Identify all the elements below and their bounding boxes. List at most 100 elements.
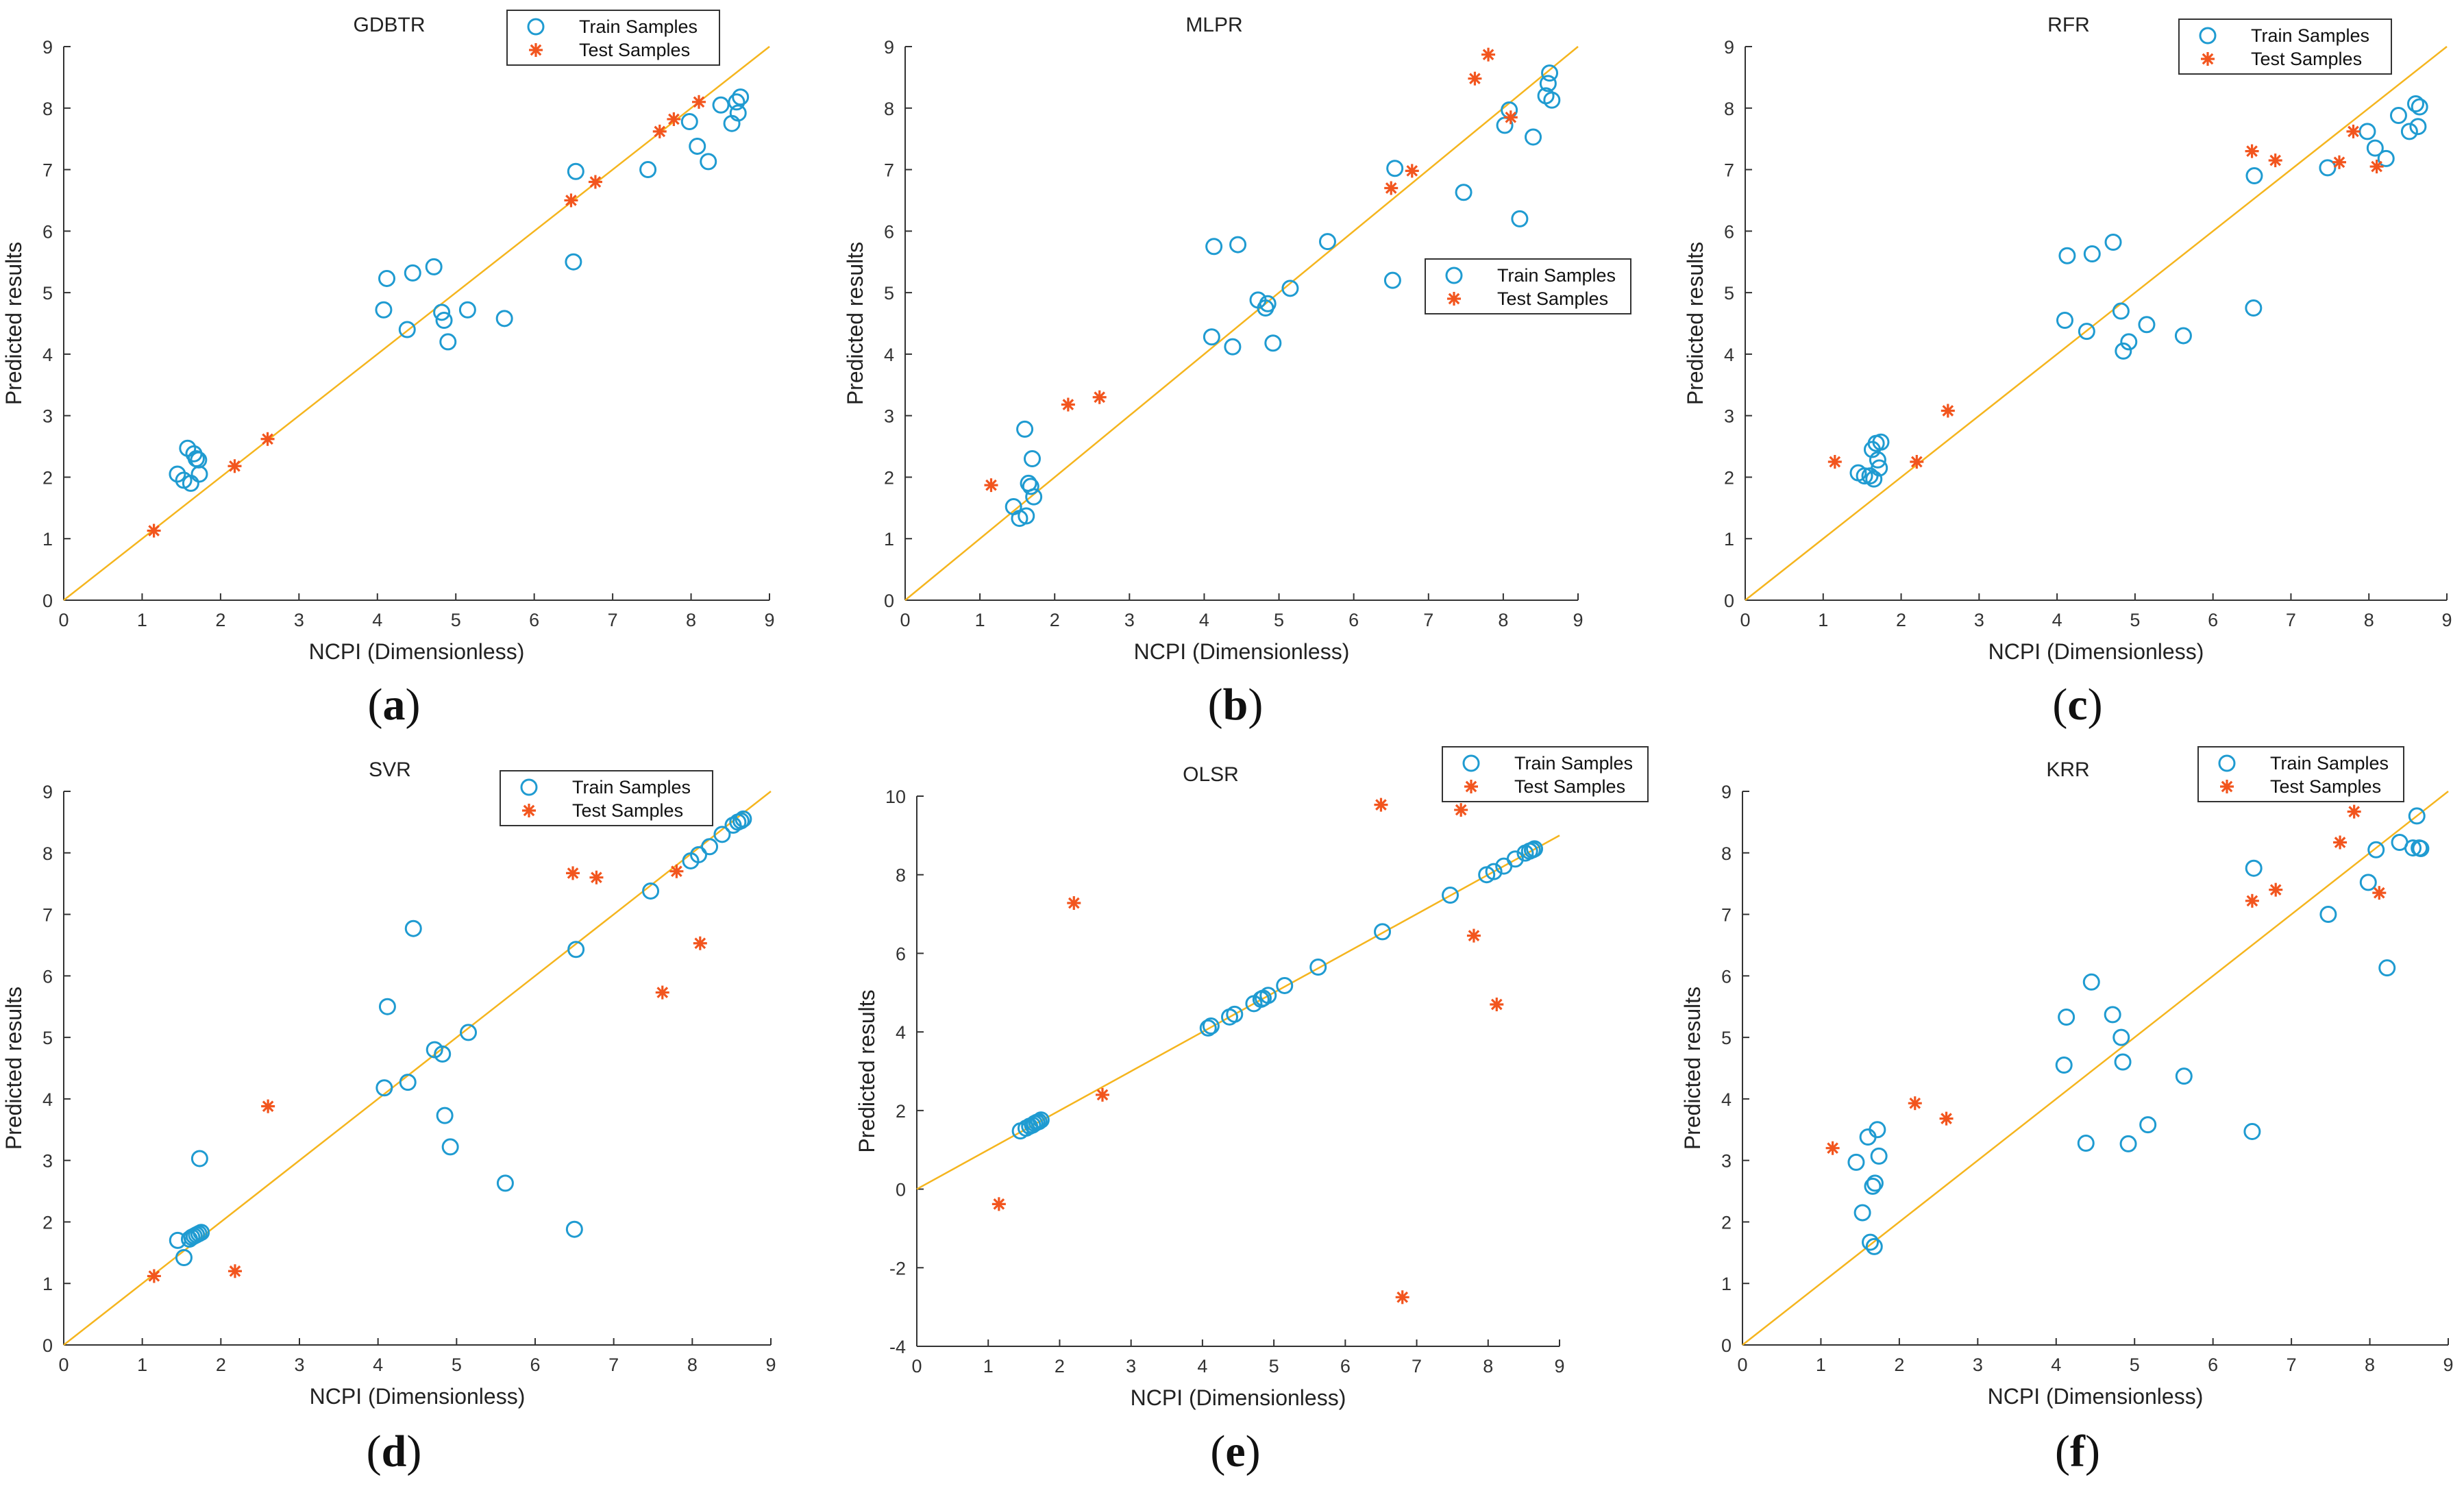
- y-tick-label: 9: [884, 37, 894, 58]
- x-tick-label: 1: [137, 1355, 147, 1375]
- y-tick-label: 8: [884, 99, 894, 119]
- train-sample-point: [1526, 840, 1544, 858]
- train-sample-point: [729, 104, 747, 122]
- train-sample-point: [495, 310, 513, 328]
- y-tick-label: 4: [42, 1089, 53, 1110]
- train-sample-point: [1309, 959, 1327, 976]
- y-tick-label: 5: [884, 283, 894, 304]
- x-tick-label: 6: [530, 1355, 540, 1375]
- legend-train-marker-icon: [520, 778, 538, 796]
- legend-test-label: Test Samples: [579, 40, 690, 60]
- panel-label: (c): [2052, 680, 2102, 730]
- train-sample-point: [1870, 1147, 1888, 1165]
- train-sample-point: [1865, 470, 1883, 488]
- x-tick-label: 3: [1126, 1356, 1136, 1376]
- train-sample-point: [190, 465, 208, 483]
- test-sample-point: [1405, 164, 1419, 178]
- train-sample-point: [2404, 839, 2422, 857]
- legend-test-marker-icon: [529, 43, 543, 57]
- test-sample-point: [1910, 455, 1924, 469]
- x-tick-label: 0: [58, 1355, 69, 1375]
- panel-c: 0 1 2 3 4 5 6 7 8 9 0 1 2 3 4 5 6 7 8 9 RFR NCPI (Dimensionle…: [1683, 14, 2452, 730]
- x-tick-label: 3: [294, 1355, 304, 1375]
- y-tick-label: 1: [42, 529, 53, 549]
- train-sample-point: [712, 96, 730, 114]
- train-sample-point: [1202, 1017, 1220, 1035]
- x-tick-label: 8: [1483, 1356, 1493, 1376]
- test-sample-point: [2245, 144, 2259, 158]
- train-sample-point: [1224, 338, 1242, 356]
- train-samples-series: [1011, 840, 1544, 1140]
- panel-a: 0 1 2 3 4 5 6 7 8 9 0 1 2 3 4 5 6 7 8 9 GDBTR NCPI (Dimension…: [1, 10, 775, 730]
- y-tick-label: 7: [42, 160, 53, 181]
- train-sample-point: [1259, 987, 1277, 1004]
- train-sample-point: [2245, 859, 2263, 877]
- x-tick-label: 7: [2287, 1355, 2297, 1375]
- train-sample-point: [496, 1174, 514, 1192]
- x-tick-label: 0: [911, 1356, 922, 1376]
- legend-test-label: Test Samples: [1514, 776, 1625, 797]
- x-tick-label: 3: [1973, 1355, 1983, 1375]
- test-sample-point: [667, 112, 681, 126]
- y-tick-label: 7: [42, 905, 53, 926]
- legend-box: [2178, 18, 2392, 75]
- y-tick-label: 6: [896, 943, 906, 964]
- y-tick-label: 8: [1724, 99, 1734, 119]
- legend-test-label: Test Samples: [572, 800, 683, 821]
- test-sample-point: [1503, 110, 1518, 125]
- train-sample-point: [713, 826, 731, 843]
- x-tick-label: 2: [1050, 610, 1060, 630]
- y-axis-label: Predicted results: [1683, 242, 1708, 405]
- test-sample-point: [147, 523, 161, 538]
- x-tick-label: 6: [1340, 1356, 1351, 1376]
- train-sample-point: [2245, 299, 2263, 317]
- y-tick-label: 1: [1721, 1274, 1732, 1294]
- x-tick-label: 5: [1274, 610, 1284, 630]
- legend-test-label: Test Samples: [2270, 776, 2381, 797]
- x-tick-label: 4: [2051, 1355, 2061, 1375]
- y-tick-label: 4: [1724, 345, 1734, 365]
- train-sample-point: [567, 162, 584, 180]
- test-sample-point: [1466, 928, 1481, 943]
- train-sample-point: [1374, 923, 1392, 941]
- y-tick-label: -2: [889, 1258, 906, 1278]
- x-tick-label: 7: [1423, 610, 1433, 630]
- y-tick-label: 3: [1721, 1151, 1732, 1172]
- legend-train-marker-icon: [1445, 267, 1463, 284]
- y-tick-label: 8: [42, 99, 53, 119]
- panel-b: 0 1 2 3 4 5 6 7 8 9 0 1 2 3 4 5 6 7 8 9 MLPR NCPI (Dimensionl…: [843, 14, 1631, 730]
- train-sample-point: [1847, 1153, 1865, 1171]
- test-sample-point: [1384, 181, 1399, 195]
- train-sample-point: [2139, 1116, 2157, 1134]
- y-tick-label: 4: [896, 1022, 906, 1043]
- train-sample-point: [2319, 906, 2337, 924]
- train-sample-point: [2115, 342, 2132, 360]
- ideal-fit-line: [63, 791, 772, 1346]
- x-tick-label: 5: [2130, 610, 2140, 630]
- y-tick-label: 8: [1721, 843, 1732, 864]
- train-sample-point: [1199, 1019, 1217, 1037]
- y-tick-label: 6: [42, 221, 53, 242]
- train-sample-point: [2078, 323, 2095, 341]
- train-sample-point: [399, 1074, 417, 1091]
- legend-test-label: Test Samples: [1497, 288, 1608, 309]
- x-tick-label: 7: [1412, 1356, 1422, 1376]
- train-sample-point: [1869, 1121, 1886, 1139]
- train-sample-point: [2055, 1057, 2073, 1074]
- test-sample-point: [564, 193, 578, 208]
- train-sample-point: [2358, 123, 2376, 140]
- legend-train-marker-icon: [2218, 754, 2236, 772]
- x-tick-label: 8: [686, 610, 696, 630]
- train-sample-point: [2138, 316, 2156, 334]
- y-tick-label: 5: [42, 1028, 53, 1048]
- test-sample-point: [1395, 1290, 1409, 1305]
- test-sample-point: [1374, 798, 1388, 812]
- y-tick-label: 2: [42, 467, 53, 488]
- train-sample-point: [193, 1224, 210, 1241]
- panel-f: 0 1 2 3 4 5 6 7 8 9 0 1 2 3 4 5 6 7 8 9 KRR NCPI (Dimensionle…: [1680, 746, 2454, 1477]
- train-sample-point: [375, 1079, 393, 1097]
- chart-title: SVR: [369, 758, 411, 781]
- y-tick-label: 4: [42, 345, 53, 365]
